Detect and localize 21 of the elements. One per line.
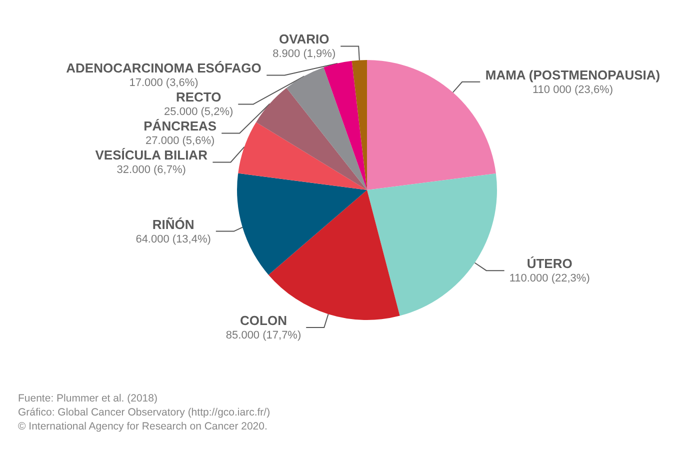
data-label: 17.000 (3,6%): [129, 77, 198, 90]
data-label: 25.000 (5,2%): [164, 106, 234, 118]
text: Gráfico: Global Cancer Observatory (http://gco.iarc.fr/): [18, 406, 270, 418]
slice-label: ADENOCARCINOMA ESÓFAGO: [66, 60, 262, 76]
slice-label: RIÑÓN: [152, 216, 194, 232]
text: © International Agency for Research on Cancer 2020.: [18, 420, 268, 432]
data-label: 110.000 (22,3%): [509, 272, 590, 285]
slice-label: OVARIO: [278, 32, 330, 47]
data-label: 8.900 (1,9%): [272, 48, 336, 60]
slice-label: RECTO: [176, 90, 222, 105]
slice-label: MAMA (POSTMENOPAUSIA): [485, 67, 660, 82]
data-label: 110 000 (23,6%): [532, 84, 614, 96]
data-label: 27.000 (5,6%): [146, 135, 215, 148]
source-note: Fuente: Plummer et al. (2018): [18, 392, 158, 404]
data-label: 64.000 (13,4%): [136, 233, 211, 246]
data-label: 85.000 (17,7%): [226, 329, 302, 342]
slice-label: COLON: [240, 312, 287, 328]
slice-label: PÁNCREAS: [144, 118, 217, 134]
data-label: 32.000 (6,7%): [116, 164, 186, 176]
slice-label: ÚTERO: [526, 256, 572, 272]
slice-label: VESÍCULA BILIAR: [95, 148, 208, 163]
